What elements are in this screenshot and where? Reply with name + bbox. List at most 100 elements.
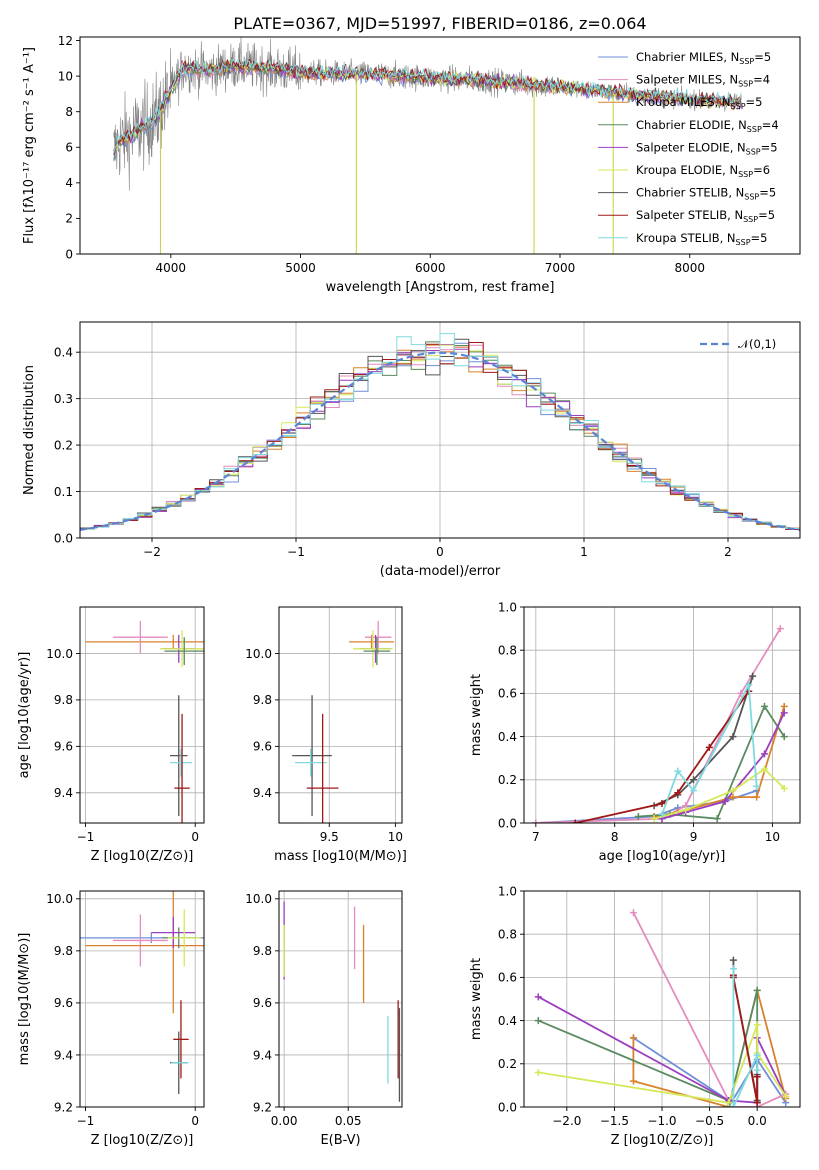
errorbar-point-6 xyxy=(169,748,192,777)
weight-marker xyxy=(776,625,784,633)
y-tick-label: 4 xyxy=(65,176,73,190)
axes-frame: 9.5 10 9.4 9.6 9.8 10.0 mass [log10(M/M⊙)] xyxy=(245,606,407,864)
y-tick-label: 9.4 xyxy=(253,1048,272,1062)
errorbar-point-5 xyxy=(292,695,332,817)
x-tick-label: 10 xyxy=(765,830,780,844)
y-tick-label: 0.2 xyxy=(498,773,517,787)
panel-weight-vs-age: 7 8 9 10 0.0 0.2 0.4 0.6 0.8 1.0 age [log10(age/yr… xyxy=(469,600,801,864)
y-tick-label: 9.8 xyxy=(54,944,73,958)
y-axis-label: mass weight xyxy=(469,958,484,1040)
weight-marker xyxy=(721,797,729,805)
y-tick-label: 10.0 xyxy=(245,647,272,661)
x-tick-label: 0 xyxy=(191,1114,199,1128)
plot-area xyxy=(292,620,395,823)
x-tick-label: 4000 xyxy=(156,261,187,275)
plot-area xyxy=(80,891,204,1094)
x-tick-label: 5000 xyxy=(285,261,316,275)
y-tick-label: 9.6 xyxy=(253,996,272,1010)
weight-marker xyxy=(534,1068,542,1076)
weight-marker xyxy=(658,800,666,808)
errorbar-point-1 xyxy=(112,914,168,967)
x-tick-label: 9.5 xyxy=(320,830,339,844)
x-axis-label: E(B-V) xyxy=(320,1133,360,1148)
legend-entry-4: Salpeter ELODIE, NSSP=5 xyxy=(636,140,778,156)
legend-entry-5: Kroupa ELODIE, NSSP=6 xyxy=(636,163,770,179)
errorbar-point-1 xyxy=(112,620,168,654)
x-tick-label: −2 xyxy=(143,545,161,559)
weight-marker xyxy=(753,1099,761,1107)
y-tick-label: 0.4 xyxy=(54,345,73,359)
y-tick-label: 9.4 xyxy=(54,786,73,800)
weight-marker xyxy=(753,793,761,801)
errorbar-point-3 xyxy=(160,630,204,668)
y-tick-label: 0.0 xyxy=(498,816,517,830)
weight-marker xyxy=(753,1051,761,1059)
weight-marker xyxy=(571,819,579,823)
x-axis-label: age [log10(age/yr)] xyxy=(599,849,726,864)
y-axis-label: mass weight xyxy=(469,674,484,756)
plot-area xyxy=(80,333,800,538)
legend-normal-label: 𝒩(0,1) xyxy=(738,337,776,351)
y-tick-label: 0.2 xyxy=(54,438,73,452)
weight-marker xyxy=(780,784,788,792)
spectrum-model-line-7 xyxy=(113,58,742,151)
weight-marker xyxy=(753,782,761,790)
y-tick-label: 9.4 xyxy=(54,1048,73,1062)
y-tick-label: 0.3 xyxy=(54,392,73,406)
weight-marker xyxy=(729,965,737,973)
y-tick-label: 9.6 xyxy=(54,740,73,754)
x-axis-label: Z [log10(Z/Z⊙)] xyxy=(91,849,194,864)
weight-series-line-5 xyxy=(653,767,785,820)
y-axis-label: Flux [fλ10⁻¹⁷ erg cm⁻² s⁻¹ A⁻¹] xyxy=(22,47,37,244)
weight-marker xyxy=(753,986,761,994)
weight-marker xyxy=(780,733,788,741)
errorbar-point-6 xyxy=(294,748,327,777)
weight-series-line-1 xyxy=(535,628,782,823)
x-axis-label: Z [log10(Z/Z⊙)] xyxy=(91,1133,194,1148)
y-tick-label: 0.0 xyxy=(498,1100,517,1114)
panel-weight-vs-Z: −2.0 −1.5 −1.0 −0.5 0.0 0.0 0.2 0.4 0.6 0.8 1.0 Z [… xyxy=(469,884,801,1148)
y-tick-label: 10 xyxy=(58,69,73,83)
errorbar-point-7 xyxy=(174,713,190,823)
plot-area xyxy=(113,37,742,254)
axes-frame: −1 0 9.2 9.4 9.6 9.8 10.0 Z [log10(Z/Z⊙)] mass [… xyxy=(17,890,205,1148)
plot-area xyxy=(532,625,788,823)
weight-marker xyxy=(705,743,713,751)
y-tick-label: 1.0 xyxy=(498,600,517,614)
weight-marker xyxy=(782,1092,790,1100)
y-tick-label: 9.6 xyxy=(253,740,272,754)
weight-marker xyxy=(753,1073,761,1081)
weight-marker xyxy=(629,909,637,917)
panel-spectrum: 4000 5000 6000 7000 8000 0 2 4 6 8 10 12 wavelength … xyxy=(22,34,801,295)
x-axis-label: (data-model)/error xyxy=(380,564,501,579)
x-tick-label: 0.0 xyxy=(748,1114,767,1128)
y-tick-label: 2 xyxy=(65,212,73,226)
weight-marker xyxy=(753,1066,761,1074)
weight-marker xyxy=(690,776,698,784)
y-tick-label: 9.6 xyxy=(54,996,73,1010)
weight-marker xyxy=(674,767,682,775)
weight-series-line-8 xyxy=(732,968,759,1107)
axes-frame: 4000 5000 6000 7000 8000 0 2 4 6 8 10 12 wavelength … xyxy=(22,34,801,295)
legend-entry-6: Chabrier STELIB, NSSP=5 xyxy=(636,186,776,202)
y-tick-label: 0 xyxy=(65,247,73,261)
weight-series-line-3 xyxy=(638,704,785,820)
axes-border xyxy=(523,606,801,824)
x-tick-label: 1 xyxy=(580,545,588,559)
x-tick-label: 0.00 xyxy=(271,1114,298,1128)
errorbar-point-1 xyxy=(364,620,392,654)
y-tick-label: 10.0 xyxy=(46,647,73,661)
errorbar-point-4 xyxy=(363,637,391,666)
weight-series-line-1 xyxy=(632,912,787,1107)
weight-marker xyxy=(682,806,690,814)
plot-area xyxy=(85,620,204,823)
x-tick-label: −1 xyxy=(77,1114,95,1128)
x-tick-label: −1 xyxy=(77,830,95,844)
x-tick-label: −1 xyxy=(287,545,305,559)
y-tick-label: 0.2 xyxy=(498,1057,517,1071)
x-tick-label: −2.0 xyxy=(552,1114,581,1128)
y-tick-label: 0.8 xyxy=(498,644,517,658)
errorbar-point-0 xyxy=(85,634,204,649)
panel-age-vs-Z: −1 0 9.4 9.6 9.8 10.0 Z [log10(Z/Z⊙)] age [log1… xyxy=(17,606,205,864)
axes-frame: 0.00 0.05 9.2 9.4 9.6 9.8 10.0 E(B-V) xyxy=(245,890,403,1148)
